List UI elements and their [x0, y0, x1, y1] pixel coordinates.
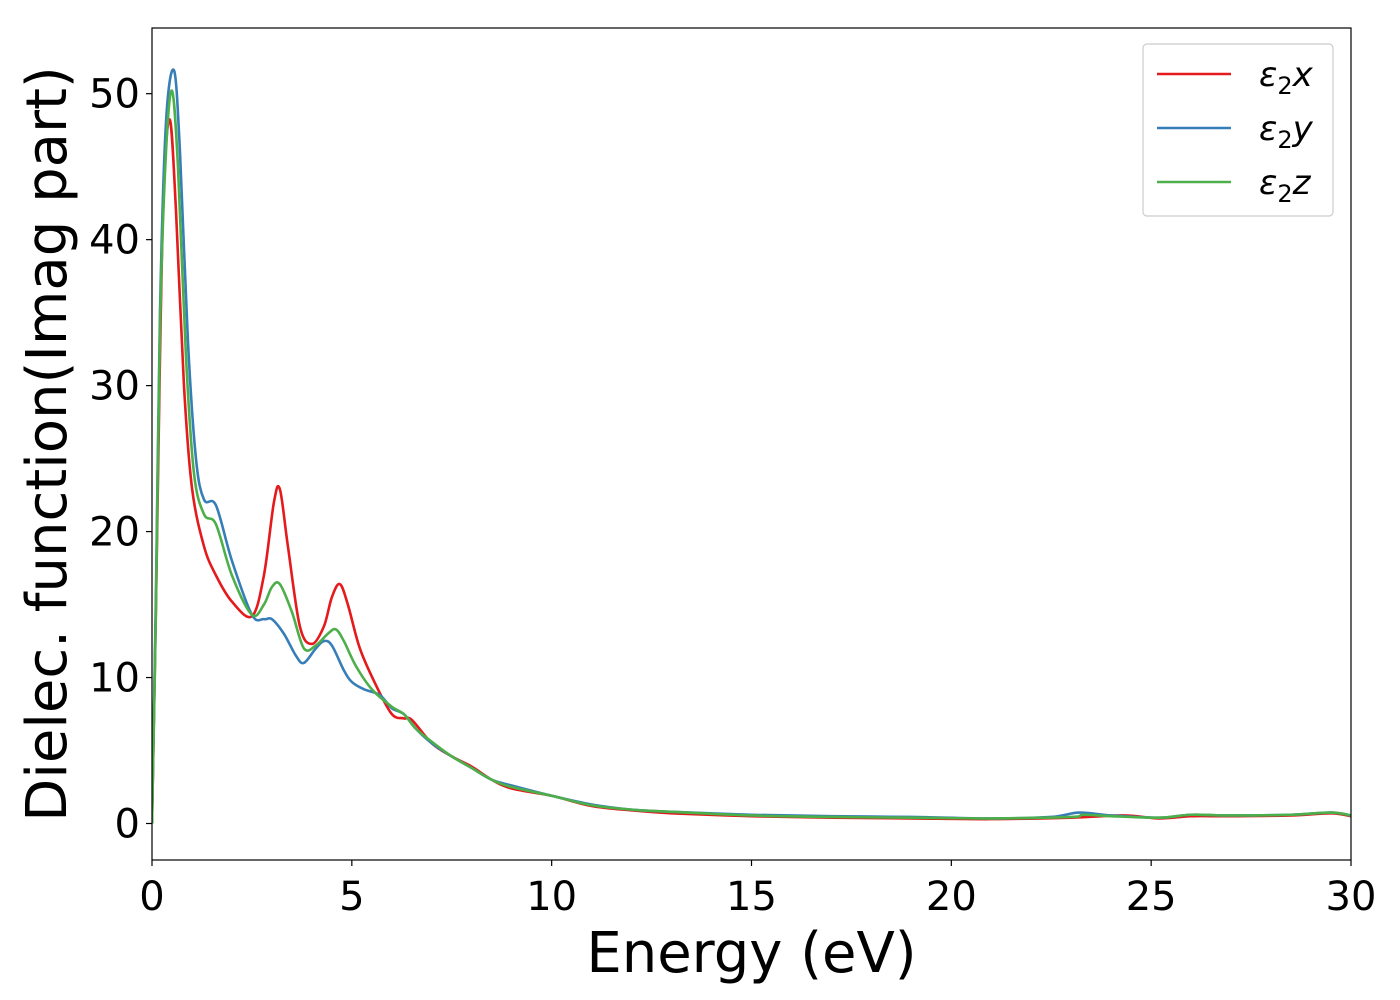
legend-label-z: ε2z	[1259, 163, 1312, 208]
x-tick-label: 0	[139, 874, 164, 920]
y-tick-label: 20	[89, 510, 140, 556]
x-tick-label: 20	[926, 874, 977, 920]
legend: ε2x ε2y ε2z	[1142, 43, 1334, 217]
y-tick-label: 0	[115, 802, 140, 848]
x-axis-label: Energy (eV)	[586, 921, 916, 986]
series-layer	[152, 68, 1351, 824]
legend-frame	[1142, 43, 1334, 217]
x-tick-label: 15	[726, 874, 777, 920]
y-axis-label: Dielec. function(Imag part)	[15, 66, 80, 822]
x-tick-label: 10	[526, 874, 577, 920]
x-tick-label: 5	[339, 874, 364, 920]
y-tick-label: 50	[89, 72, 140, 118]
legend-label-y: ε2y	[1259, 109, 1314, 154]
y-tick-label: 30	[89, 364, 140, 410]
x-tick-label: 25	[1126, 874, 1177, 920]
y-axis-ticks: 0 10 20 30 40 50	[89, 72, 152, 848]
x-axis-ticks: 0 5 10 15 20 25 30	[139, 860, 1376, 920]
y-tick-label: 40	[89, 218, 140, 264]
y-tick-label: 10	[89, 656, 140, 702]
x-tick-label: 30	[1326, 874, 1377, 920]
legend-label-x: ε2x	[1259, 55, 1314, 100]
series-line-z	[152, 89, 1351, 824]
